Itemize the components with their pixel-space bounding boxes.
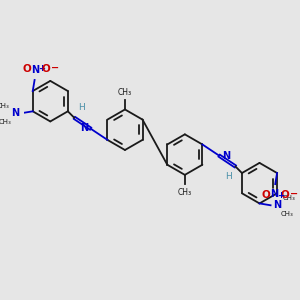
Text: O: O (23, 64, 32, 74)
Text: CH₃: CH₃ (281, 211, 293, 217)
Text: O: O (262, 190, 270, 200)
Text: N: N (273, 200, 281, 210)
Text: N: N (270, 189, 278, 199)
Text: +: + (277, 190, 284, 200)
Text: CH₃: CH₃ (0, 103, 10, 109)
Text: H: H (225, 172, 232, 181)
Text: −: − (51, 63, 59, 73)
Text: H: H (78, 103, 85, 112)
Text: N: N (11, 108, 19, 118)
Text: CH₃: CH₃ (178, 188, 192, 197)
Text: O: O (41, 64, 50, 74)
Text: −: − (290, 189, 298, 199)
Text: N: N (32, 65, 40, 75)
Text: N: N (80, 123, 88, 133)
Text: N: N (222, 152, 230, 161)
Text: +: + (38, 64, 45, 74)
Text: CH₃: CH₃ (283, 195, 295, 201)
Text: O: O (280, 190, 289, 200)
Text: CH₃: CH₃ (0, 119, 12, 125)
Text: CH₃: CH₃ (118, 88, 132, 97)
